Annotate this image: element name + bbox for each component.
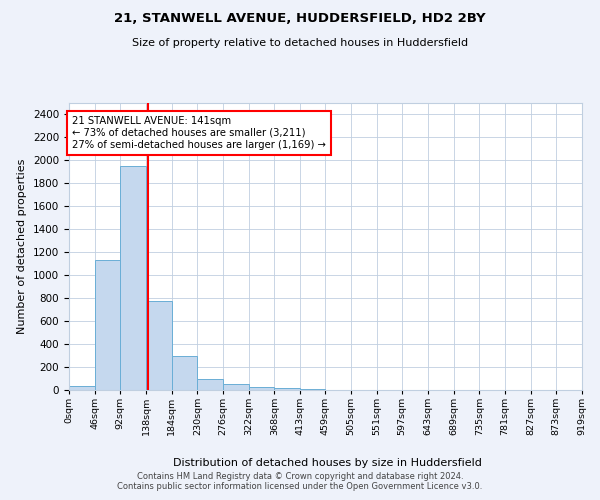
Bar: [121, 166, 146, 390]
Text: 21 STANWELL AVENUE: 141sqm
← 73% of detached houses are smaller (3,211)
27% of s: 21 STANWELL AVENUE: 141sqm ← 73% of deta…: [72, 116, 326, 150]
Y-axis label: Number of detached properties: Number of detached properties: [17, 158, 28, 334]
Text: 21, STANWELL AVENUE, HUDDERSFIELD, HD2 2BY: 21, STANWELL AVENUE, HUDDERSFIELD, HD2 2…: [114, 12, 486, 26]
Text: Contains HM Land Registry data © Crown copyright and database right 2024.
Contai: Contains HM Land Registry data © Crown c…: [118, 472, 482, 491]
Bar: [197, 378, 223, 390]
Text: Size of property relative to detached houses in Huddersfield: Size of property relative to detached ho…: [132, 38, 468, 48]
Text: Distribution of detached houses by size in Huddersfield: Distribution of detached houses by size …: [173, 458, 481, 468]
Bar: [249, 386, 274, 390]
Bar: [146, 302, 172, 390]
Bar: [69, 386, 95, 390]
Bar: [172, 356, 197, 390]
Bar: [95, 260, 121, 390]
Bar: [299, 389, 325, 390]
Bar: [274, 388, 300, 390]
Bar: [223, 384, 249, 390]
